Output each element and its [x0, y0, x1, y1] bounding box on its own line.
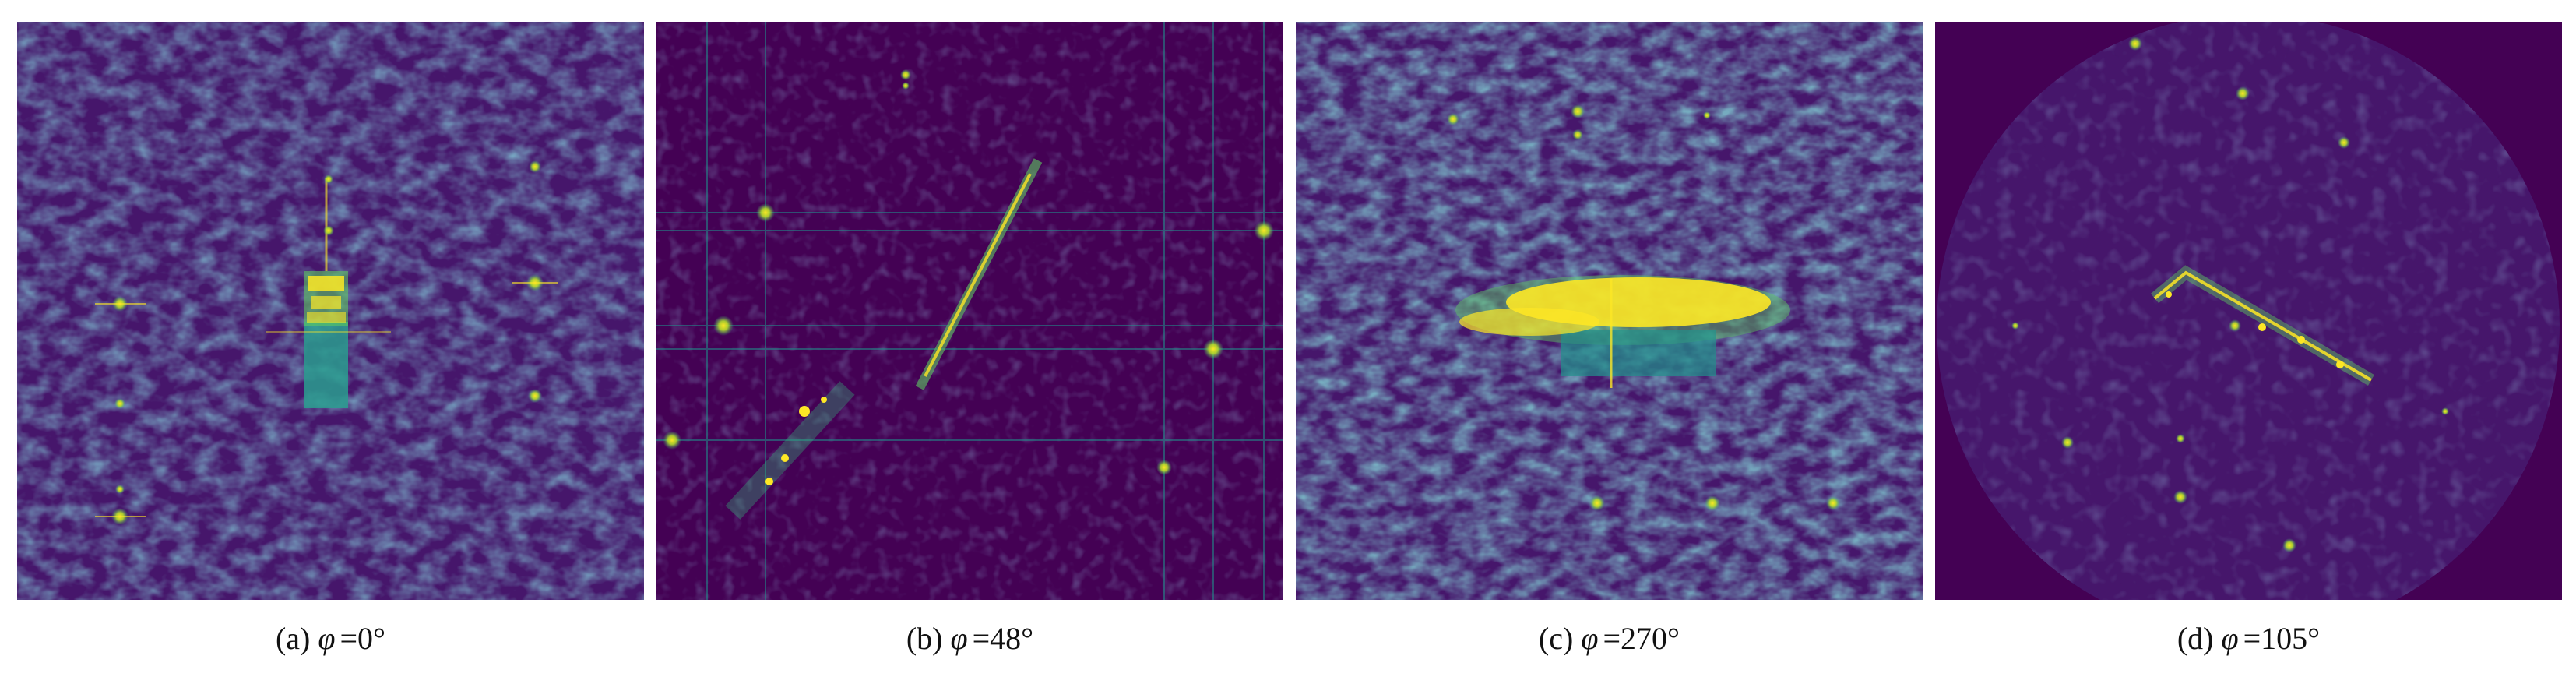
panel-b-symbol: φ [950, 621, 968, 656]
panel-d-target [2150, 265, 2375, 386]
panel-a-target-body [304, 322, 348, 408]
panel-d-value: =105° [2243, 621, 2321, 656]
panel-a-value: =0° [340, 621, 386, 656]
panel-b-label: (b) [906, 621, 943, 656]
panel-a-label: (a) [275, 621, 311, 656]
panel-d-speckle [1937, 22, 2560, 600]
panel-c-heatmap [1296, 22, 1923, 600]
panel-c-label: (c) [1538, 621, 1574, 656]
panel-c-image [1296, 22, 1923, 600]
panel-d-scatterers [2011, 37, 2449, 552]
panel-d-label: (d) [2177, 621, 2214, 656]
panel-b-scatterers [663, 69, 1274, 475]
panel-b-target [725, 158, 1043, 520]
panel-d-image [1935, 22, 2562, 600]
panel-c-target [1455, 275, 1790, 388]
panel-a-scatterers [95, 160, 558, 525]
panel-d-symbol: φ [2221, 621, 2239, 656]
panel-b-speckle [656, 22, 1283, 600]
panel-a-symbol: φ [318, 621, 336, 656]
panel-b-heatmap [656, 22, 1283, 600]
panel-c-caption: (c) φ =270° [1296, 615, 1923, 662]
panel-b-caption: (b) φ =48° [656, 615, 1283, 662]
panel-a-heatmap [17, 22, 644, 600]
panel-b-value: =48° [972, 621, 1034, 656]
panel-a-image [17, 22, 644, 600]
panel-c-symbol: φ [1581, 621, 1599, 656]
panel-d-heatmap [1935, 22, 2562, 600]
panel-d-caption: (d) φ =105° [1935, 615, 2562, 662]
panel-c-scatterers [1447, 104, 1840, 511]
panel-a-caption: (a) φ =0° [17, 615, 644, 662]
panel-b-image [656, 22, 1283, 600]
panel-c-value: =270° [1603, 621, 1680, 656]
